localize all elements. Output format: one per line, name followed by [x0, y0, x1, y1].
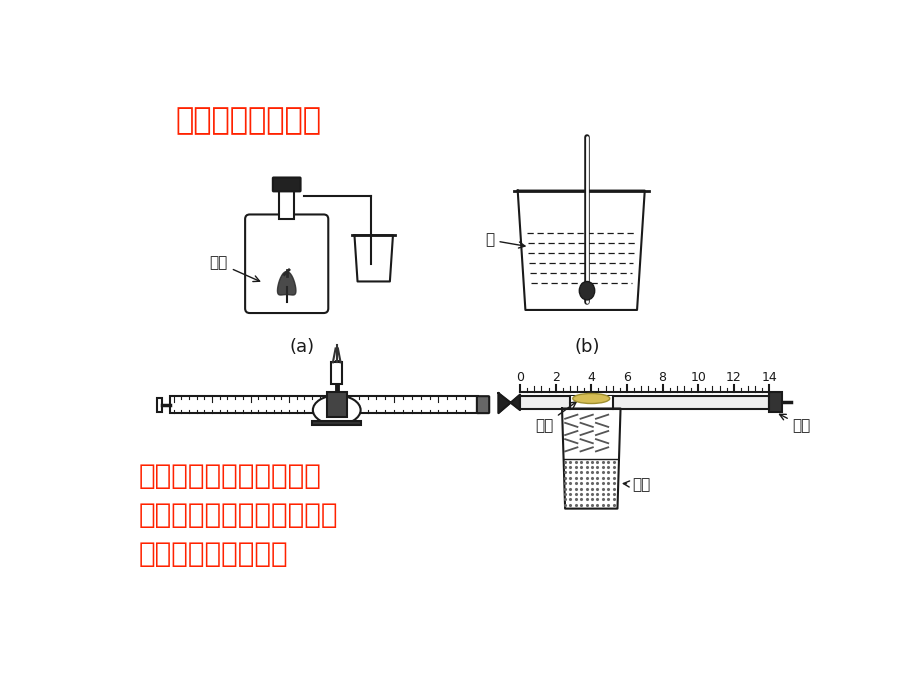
Text: 8: 8: [658, 371, 666, 384]
Bar: [278, 190, 294, 219]
Ellipse shape: [573, 393, 609, 404]
Polygon shape: [278, 272, 296, 295]
Bar: [326, 393, 346, 417]
Ellipse shape: [312, 395, 360, 424]
Text: 活塞: 活塞: [778, 414, 810, 433]
Bar: [312, 421, 361, 426]
Text: 4: 4: [586, 371, 595, 384]
Text: 沸水: 沸水: [623, 477, 650, 493]
Text: 0: 0: [516, 371, 524, 384]
Bar: [331, 362, 342, 384]
Text: 14: 14: [761, 371, 777, 384]
Text: 白磷: 白磷: [535, 402, 575, 433]
Text: 红磷: 红磷: [210, 255, 259, 282]
Text: 6: 6: [622, 371, 630, 384]
Text: 10: 10: [689, 371, 706, 384]
Bar: [346, 396, 477, 413]
Text: 12: 12: [725, 371, 741, 384]
Text: (a): (a): [289, 338, 314, 357]
Text: 2: 2: [551, 371, 559, 384]
Bar: [519, 396, 768, 408]
FancyBboxPatch shape: [244, 215, 328, 313]
Polygon shape: [498, 393, 519, 413]
Bar: [169, 396, 331, 413]
Text: 书本实验装置改进: 书本实验装置改进: [175, 106, 321, 135]
Bar: [768, 393, 781, 413]
Text: (b): (b): [573, 338, 599, 357]
Bar: [569, 396, 612, 408]
Text: 整个实验尽量在密闭容器
中进行，以减少空气污染，
而且实验的误差更小: 整个实验尽量在密闭容器 中进行，以减少空气污染， 而且实验的误差更小: [139, 462, 338, 568]
Bar: [157, 397, 162, 412]
Ellipse shape: [579, 282, 594, 300]
FancyBboxPatch shape: [273, 177, 301, 191]
FancyBboxPatch shape: [476, 396, 489, 413]
Text: 水: 水: [485, 233, 525, 248]
